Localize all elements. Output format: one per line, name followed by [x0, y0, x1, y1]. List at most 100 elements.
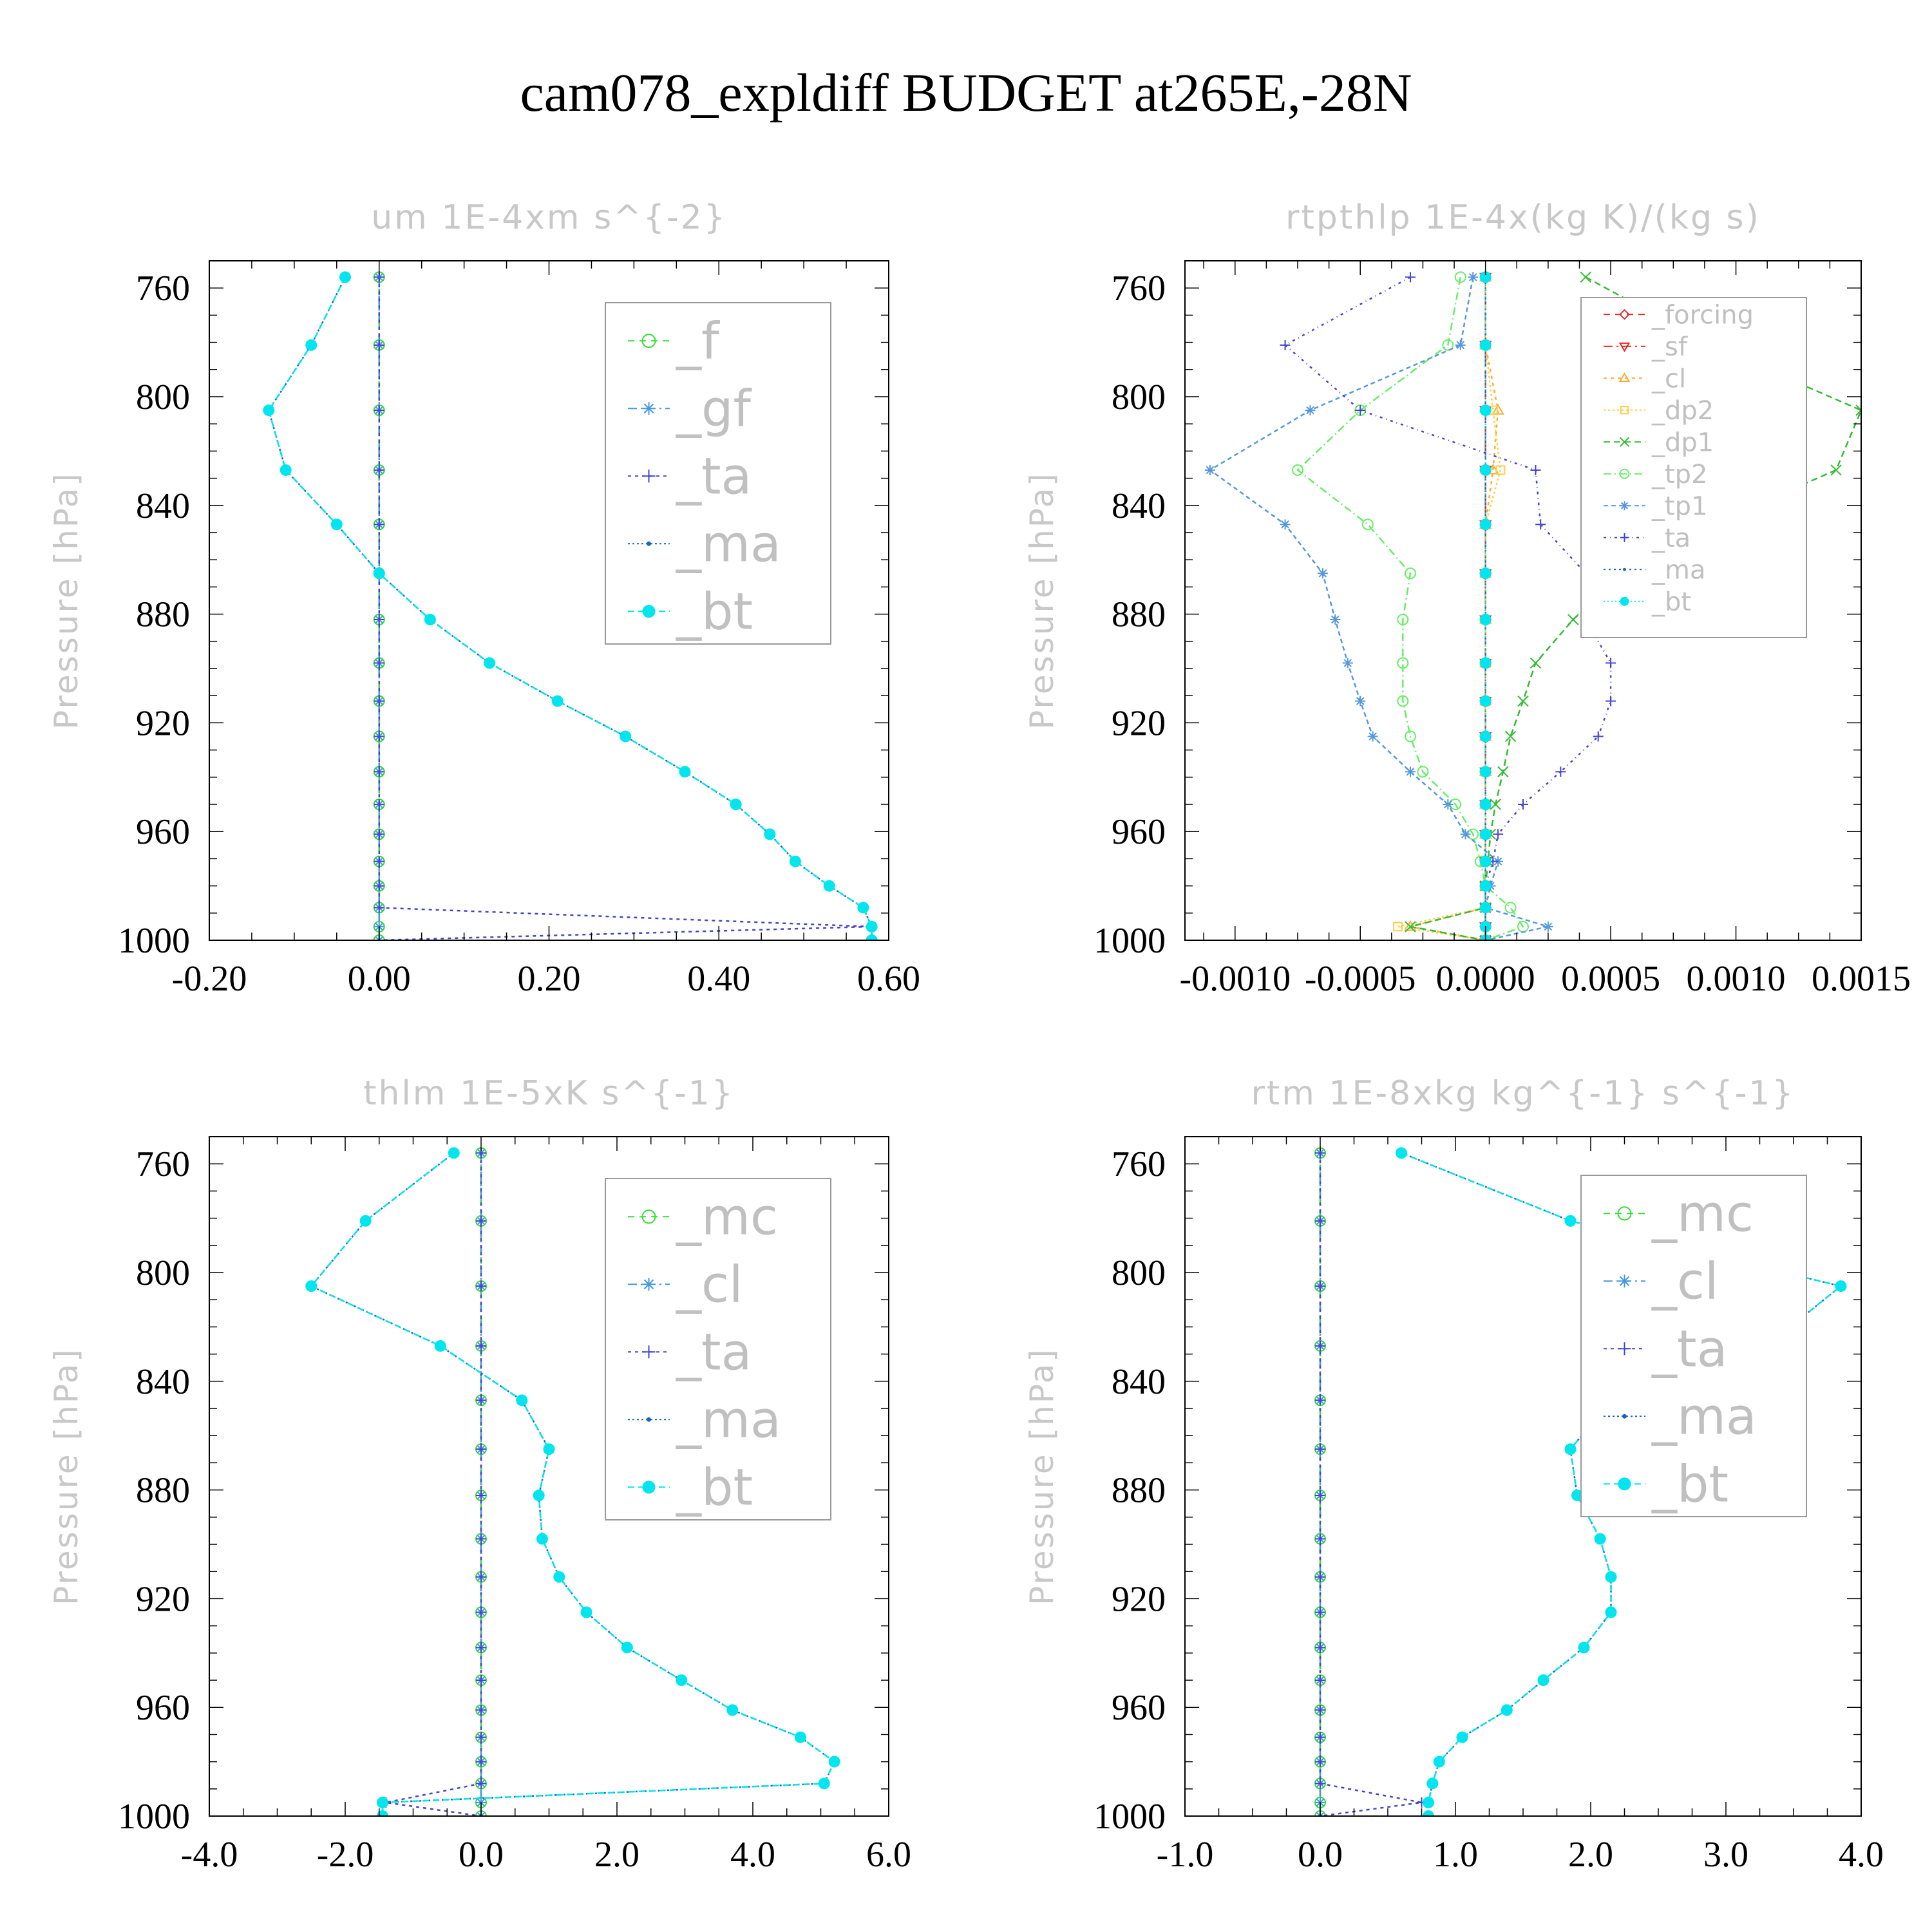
- data-point: [263, 404, 275, 417]
- series-markers-tp2: [1292, 271, 1529, 940]
- data-point: [1490, 799, 1501, 810]
- legend-box: [605, 302, 831, 645]
- data-point: [1479, 799, 1492, 810]
- data-point: [476, 1642, 486, 1653]
- legend-label: _f: [676, 313, 720, 371]
- x-tick-label: 2.0: [1568, 1835, 1613, 1875]
- legend-marker: [1618, 1342, 1631, 1356]
- data-point: [543, 1443, 555, 1455]
- x-tick-label: 1.0: [1433, 1835, 1478, 1875]
- x-tick-label: 3.0: [1703, 1835, 1748, 1875]
- legend-label: _ma: [1651, 555, 1705, 585]
- x-tick-label: 0.00: [348, 959, 411, 999]
- data-point: [621, 1642, 633, 1654]
- legend-marker: [1620, 501, 1629, 511]
- y-tick-label: 880: [1112, 1471, 1166, 1511]
- data-point: [1855, 404, 1861, 416]
- legend-label: _bt: [676, 1459, 753, 1517]
- data-point: [1315, 1756, 1325, 1767]
- legend-label: _ta: [1651, 524, 1690, 553]
- data-point: [1497, 766, 1509, 778]
- data-point: [448, 1147, 460, 1159]
- data-point: [476, 1533, 486, 1544]
- figure-title: cam078_expldiff BUDGET at265E,-28N: [520, 63, 1412, 123]
- data-point: [516, 1394, 528, 1406]
- legend-marker: [641, 334, 656, 348]
- legend-marker: [642, 469, 656, 483]
- legend-label: _tp1: [1651, 491, 1708, 521]
- data-point: [476, 1675, 486, 1685]
- data-point: [1504, 730, 1517, 743]
- data-point: [679, 766, 691, 778]
- x-tick-label: 0.60: [857, 959, 920, 999]
- series-markers-bt: [305, 1147, 840, 1816]
- data-point: [373, 567, 385, 580]
- data-point: [374, 614, 384, 625]
- data-point: [1315, 1675, 1325, 1685]
- data-point: [1405, 921, 1416, 933]
- data-point: [580, 1606, 592, 1618]
- data-point: [1479, 614, 1492, 626]
- y-tick-label: 1000: [1094, 1797, 1166, 1837]
- data-point: [1479, 657, 1492, 669]
- data-point: [726, 1704, 739, 1716]
- data-point: [866, 934, 878, 940]
- legend-marker: [642, 1481, 656, 1494]
- data-point: [533, 1490, 545, 1502]
- data-point: [374, 799, 384, 810]
- data-point: [1580, 271, 1591, 283]
- data-point: [1404, 920, 1417, 931]
- data-point: [764, 828, 776, 840]
- data-point: [476, 1444, 486, 1455]
- y-tick-label: 840: [136, 486, 190, 526]
- data-point: [374, 880, 384, 891]
- legend-marker: [642, 1345, 656, 1359]
- data-point: [794, 1731, 806, 1743]
- data-point: [374, 856, 384, 867]
- legend: _f _gf _ta _ma _bt: [605, 302, 831, 645]
- data-point: [1330, 614, 1341, 625]
- data-point: [1564, 1215, 1577, 1227]
- data-point: [1315, 1395, 1325, 1406]
- data-point: [484, 657, 496, 669]
- data-point: [1280, 339, 1291, 350]
- panel-um: um 1E-4xm s^{-2} Pressure [hPa] 760 800 840 8…: [48, 198, 920, 999]
- data-point: [1530, 464, 1541, 475]
- y-tick-label: 1000: [1094, 921, 1166, 961]
- data-point: [1593, 731, 1604, 742]
- series-group: [1204, 270, 1861, 940]
- data-point: [1315, 1705, 1325, 1716]
- legend-marker: [1620, 406, 1629, 415]
- data-point: [1315, 1778, 1325, 1789]
- series-group: [305, 1147, 840, 1816]
- data-point: [1393, 922, 1403, 932]
- legend-marker: [642, 402, 656, 415]
- data-point: [1315, 1340, 1325, 1351]
- x-tick-label: 4.0: [730, 1835, 775, 1875]
- data-point: [1433, 1756, 1445, 1768]
- data-point: [1292, 464, 1303, 476]
- data-point: [374, 405, 384, 416]
- series-line-bt: [310, 1152, 836, 1816]
- data-point: [1535, 519, 1546, 530]
- data-point: [377, 1810, 389, 1816]
- legend-label: _ta: [676, 1324, 752, 1382]
- data-point: [1479, 567, 1492, 580]
- legend-marker: [1620, 596, 1629, 606]
- x-tick-label: 0.0005: [1561, 959, 1660, 999]
- data-point: [866, 920, 878, 933]
- legend-marker: [1618, 342, 1631, 352]
- data-point: [1479, 404, 1492, 417]
- data-point: [828, 1756, 840, 1768]
- x-tick-label: 4.0: [1839, 1835, 1884, 1875]
- x-tick-label: 0.0: [1298, 1835, 1343, 1875]
- data-point: [1564, 1443, 1577, 1455]
- data-point: [1594, 1533, 1606, 1545]
- y-tick-label: 880: [136, 1471, 190, 1511]
- data-point: [1605, 696, 1616, 706]
- legend-label: _cl: [1651, 1253, 1719, 1311]
- data-point: [476, 1732, 486, 1743]
- data-point: [1367, 731, 1378, 742]
- data-point: [1605, 1571, 1617, 1583]
- y-tick-label: 920: [136, 1579, 190, 1619]
